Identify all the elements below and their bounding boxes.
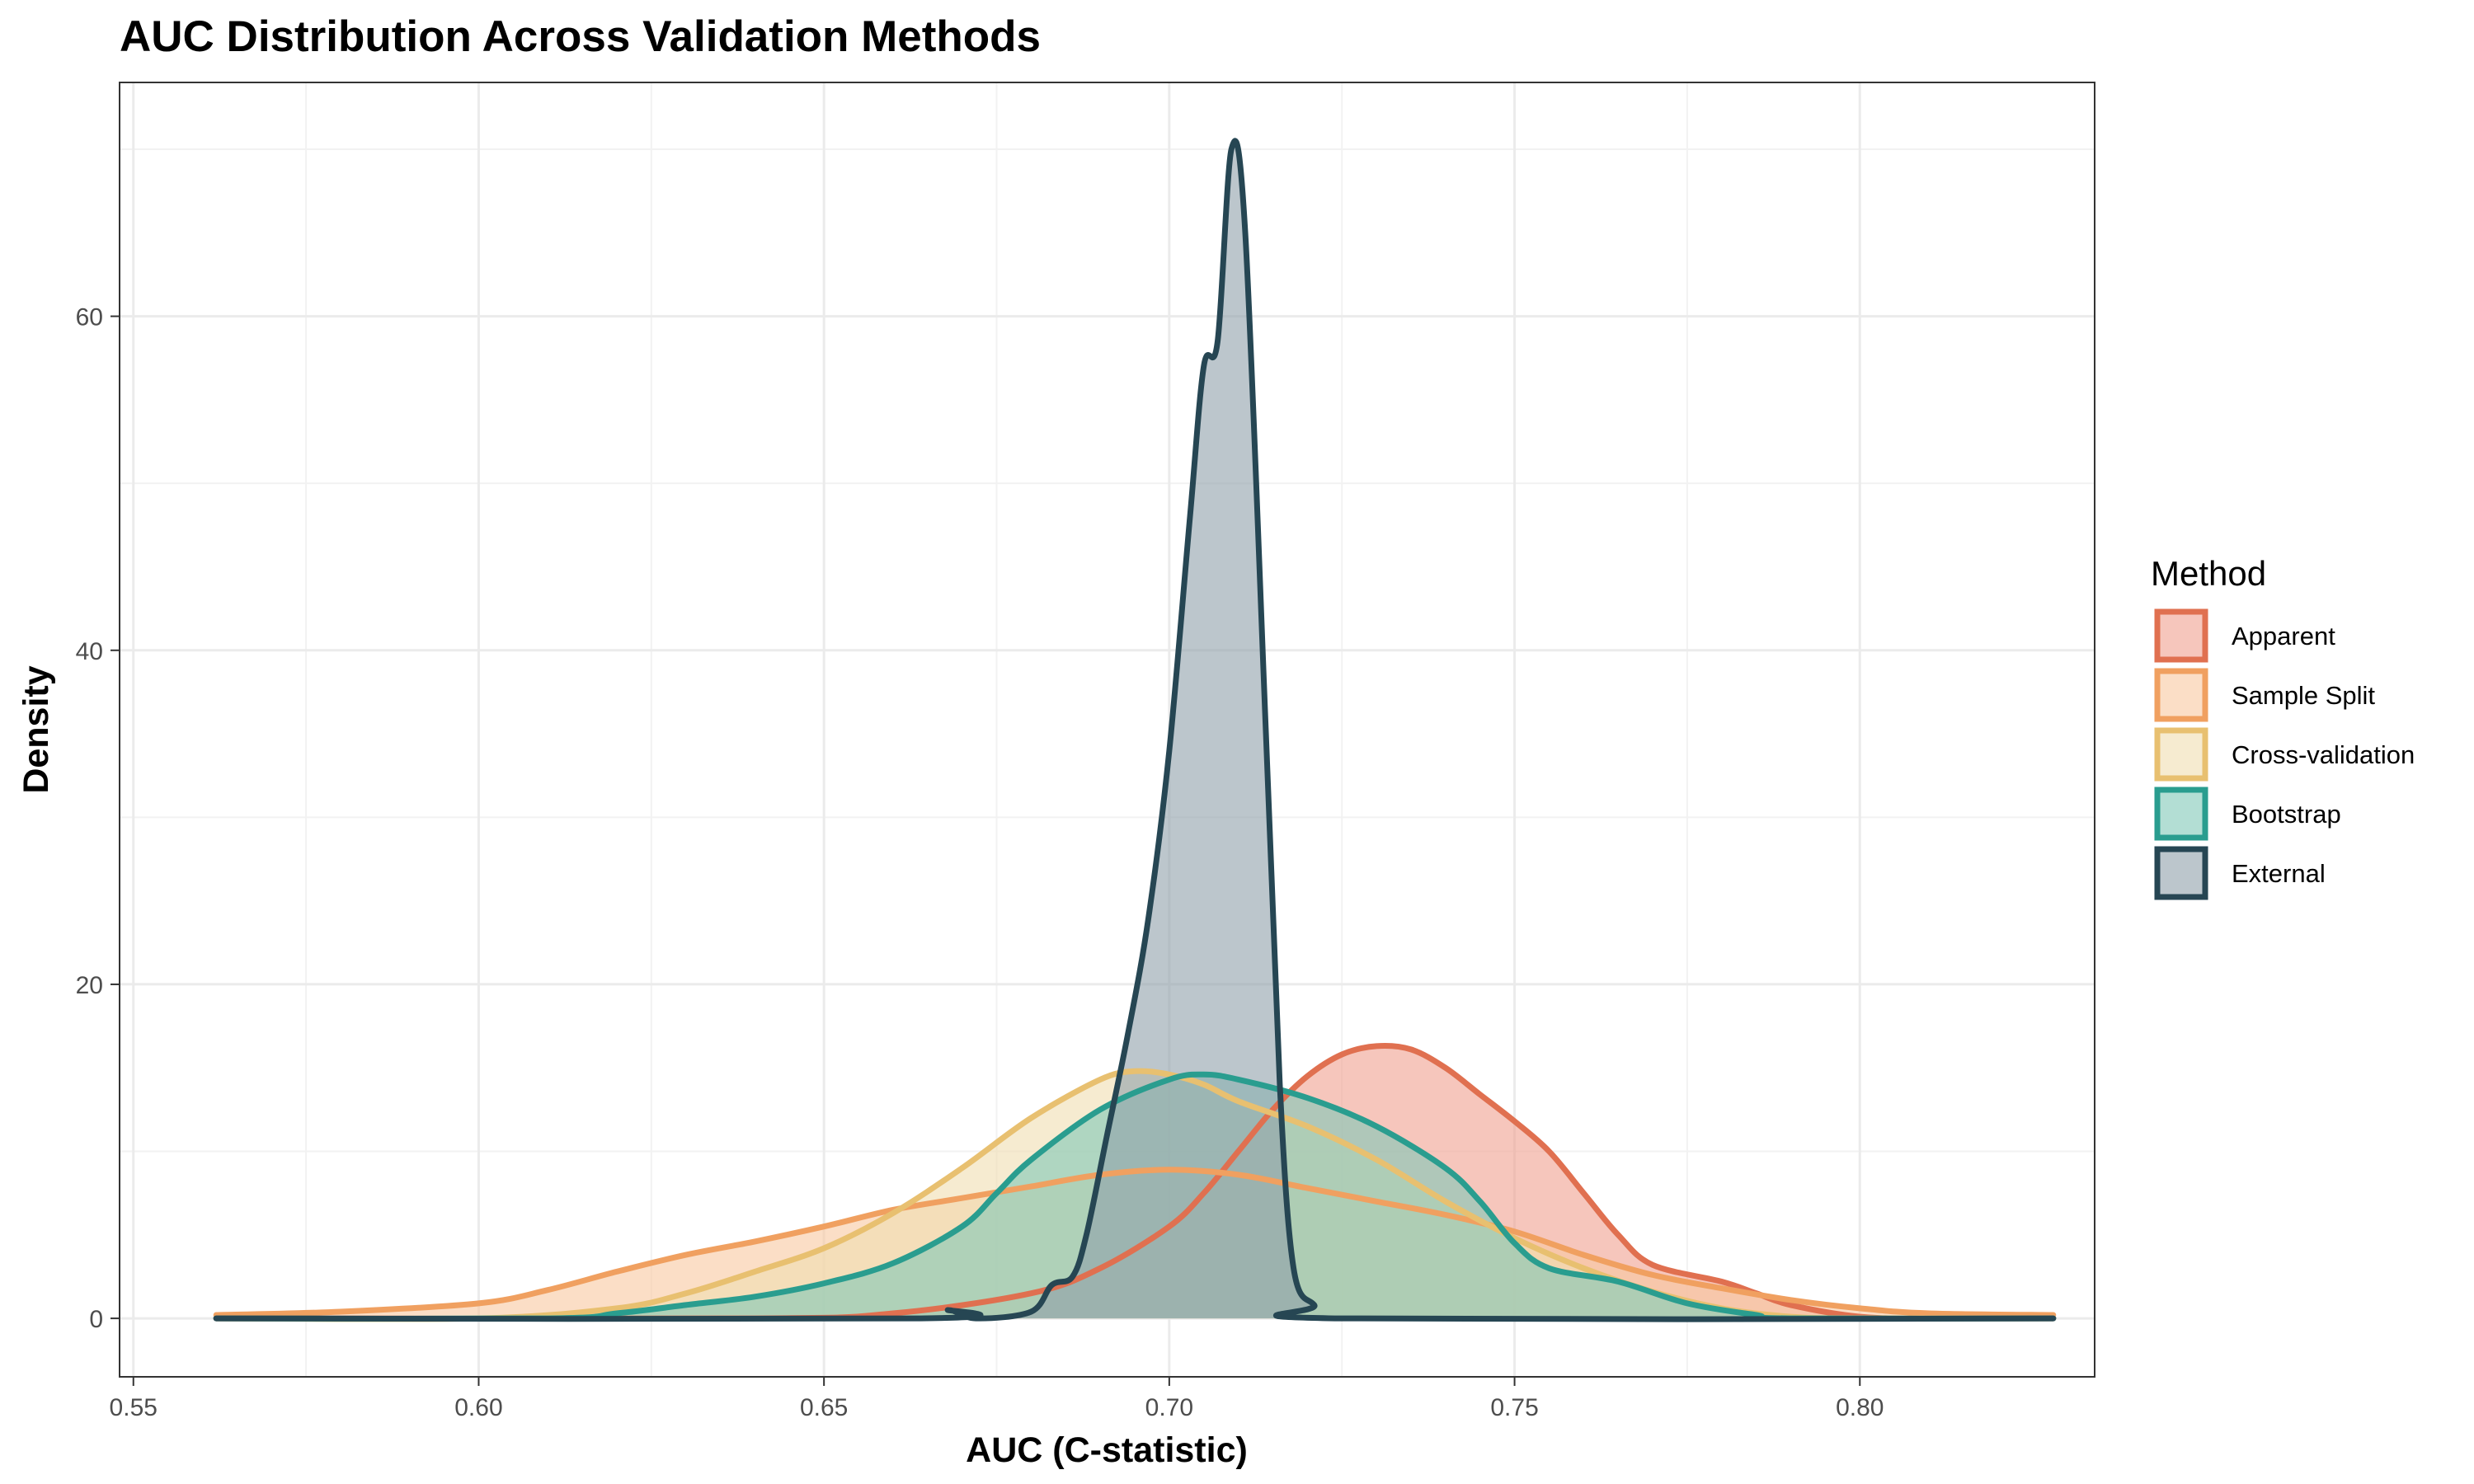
y-tick-label: 0: [89, 1306, 103, 1333]
density-areas: [216, 140, 2053, 1320]
legend-item-sample-split: Sample Split: [2154, 668, 2375, 722]
legend-item-cross-validation: Cross-validation: [2154, 727, 2415, 782]
density-area-apparent: [216, 1045, 2053, 1319]
legend-label-bootstrap: Bootstrap: [2232, 800, 2341, 829]
density-line-external: [213, 138, 2057, 1322]
density-line-sample-split: [213, 1167, 2057, 1318]
y-tick-label: 60: [76, 304, 103, 331]
legend-swatch-cross-validation: [2154, 727, 2208, 782]
x-tick-label: 0.70: [1145, 1394, 1193, 1421]
chart-title: AUC Distribution Across Validation Metho…: [120, 12, 1041, 61]
legend: Method Apparent Sample Split Cross-validat…: [2151, 554, 2415, 900]
legend-label-external: External: [2232, 859, 2326, 888]
legend-label-cross-validation: Cross-validation: [2232, 740, 2415, 769]
x-axis: 0.55 0.60 0.65 0.70 0.75 0.80: [110, 1377, 1884, 1421]
y-axis-title: Density: [16, 665, 56, 793]
x-tick-label: 0.60: [454, 1394, 502, 1421]
density-lines: [213, 138, 2057, 1322]
plot-border: [119, 82, 2095, 1378]
legend-label-sample-split: Sample Split: [2232, 681, 2375, 710]
y-tick-label: 40: [76, 638, 103, 665]
x-tick-label: 0.65: [800, 1394, 848, 1421]
y-axis: 0 20 40 60: [76, 304, 120, 1333]
legend-swatch-apparent: [2154, 608, 2208, 663]
legend-label-apparent: Apparent: [2232, 622, 2335, 650]
legend-item-bootstrap: Bootstrap: [2154, 787, 2341, 841]
legend-swatch-sample-split: [2154, 668, 2208, 722]
legend-item-apparent: Apparent: [2154, 608, 2335, 663]
y-tick-label: 20: [76, 972, 103, 999]
x-axis-title: AUC (C-statistic): [966, 1430, 1248, 1470]
x-tick-label: 0.55: [110, 1394, 158, 1421]
legend-title: Method: [2151, 554, 2266, 593]
density-area-external: [216, 140, 2053, 1320]
legend-swatch-external: [2154, 846, 2208, 900]
x-tick-label: 0.75: [1490, 1394, 1538, 1421]
legend-swatch-bootstrap: [2154, 787, 2208, 841]
density-line-bootstrap: [213, 1071, 2057, 1322]
legend-item-external: External: [2154, 846, 2326, 900]
x-tick-label: 0.80: [1836, 1394, 1884, 1421]
